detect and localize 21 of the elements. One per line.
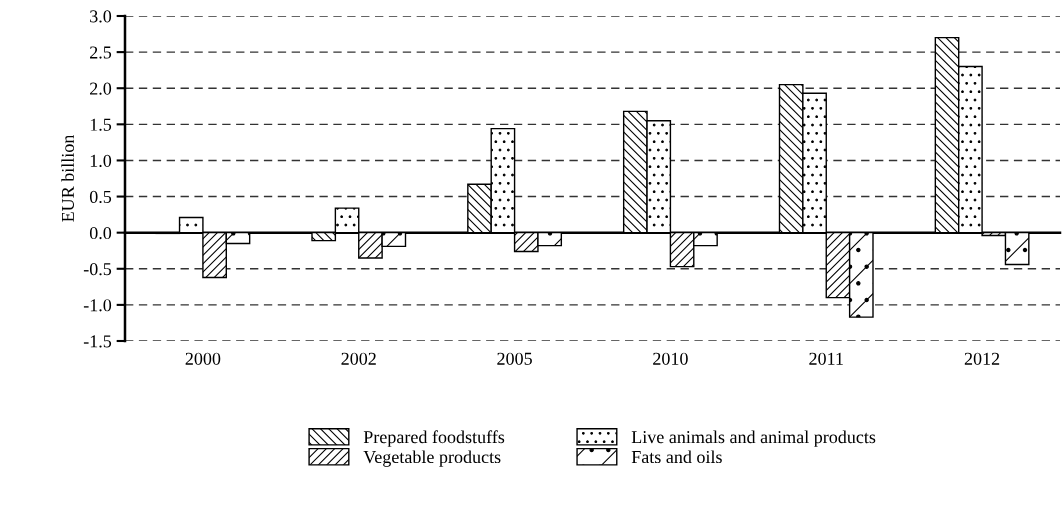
x-tick-label: 2011: [809, 352, 843, 365]
y-tick-label: 3.0: [90, 10, 112, 23]
y-tick-label: 0.0: [89, 226, 112, 240]
y-tick-label: -1.0: [83, 299, 112, 312]
x-tick-label: 2005: [497, 352, 532, 365]
y-tick-label: -1.5: [83, 335, 112, 348]
y-tick-label: 2.0: [90, 82, 112, 95]
legend-label: Live animals and animal products: [631, 430, 876, 447]
x-tick-label: 2000: [185, 352, 221, 365]
y-tick-label: 1.5: [90, 118, 112, 131]
y-tick-label: 2.5: [90, 46, 112, 59]
y-tick-label: -0.5: [83, 263, 112, 276]
y-tick-label: 1.0: [90, 154, 112, 167]
legend-label: Fats and oils: [631, 450, 722, 464]
legend-label: Vegetable products: [363, 450, 501, 467]
x-tick-label: 2002: [341, 352, 376, 365]
legend-label: Prepared foodstuffs: [363, 430, 505, 447]
y-axis-title: EUR billion: [61, 134, 74, 222]
y-tick-label: 0.5: [89, 190, 112, 204]
x-tick-label: 2010: [653, 352, 688, 365]
x-tick-label: 2012: [964, 352, 1000, 365]
